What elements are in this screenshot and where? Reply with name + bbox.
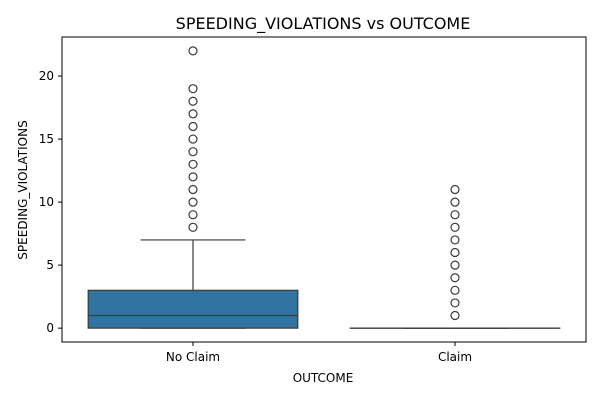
outlier-point-claim bbox=[450, 310, 460, 321]
x-tick-label: Claim bbox=[438, 350, 472, 364]
plot-frame bbox=[61, 36, 587, 343]
outlier-point-no-claim bbox=[188, 210, 198, 220]
outlier-point-no-claim bbox=[188, 134, 198, 144]
y-tick-label: 0 bbox=[46, 321, 54, 335]
outlier-point-no-claim bbox=[188, 197, 198, 207]
y-axis-label: SPEEDING_VIOLATIONS bbox=[16, 120, 30, 259]
outlier-point-claim bbox=[450, 260, 460, 270]
plot-area: 0 5 10 15 20 No Claim Claim bbox=[39, 36, 587, 364]
outlier-point-no-claim bbox=[188, 96, 198, 106]
outlier-point-no-claim bbox=[188, 121, 198, 132]
outlier-point-claim bbox=[450, 273, 460, 283]
outlier-point-no-claim bbox=[188, 147, 198, 157]
outlier-point-no-claim bbox=[188, 159, 198, 169]
outlier-point-claim bbox=[450, 298, 460, 308]
y-tick-label: 10 bbox=[39, 195, 54, 209]
outlier-point-claim bbox=[450, 235, 460, 245]
outlier-point-no-claim bbox=[188, 222, 198, 232]
x-axis-label: OUTCOME bbox=[293, 371, 354, 385]
outlier-point-claim bbox=[450, 222, 460, 232]
box-no-claim bbox=[87, 289, 299, 329]
outlier-point-claim bbox=[450, 247, 460, 258]
outlier-point-no-claim bbox=[188, 46, 198, 56]
outlier-point-claim bbox=[450, 210, 460, 220]
outlier-point-no-claim bbox=[188, 84, 198, 94]
outlier-point-claim bbox=[450, 184, 460, 195]
outlier-point-no-claim bbox=[188, 172, 198, 182]
outlier-point-claim bbox=[450, 285, 460, 295]
y-tick-label: 5 bbox=[46, 258, 54, 272]
outlier-point-claim bbox=[450, 197, 460, 207]
outlier-point-no-claim bbox=[188, 109, 198, 119]
y-tick-label: 15 bbox=[39, 132, 54, 146]
x-tick-label: No Claim bbox=[166, 350, 220, 364]
chart-title: SPEEDING_VIOLATIONS vs OUTCOME bbox=[176, 14, 471, 34]
y-tick-label: 20 bbox=[39, 69, 54, 83]
outlier-point-no-claim bbox=[188, 184, 198, 195]
